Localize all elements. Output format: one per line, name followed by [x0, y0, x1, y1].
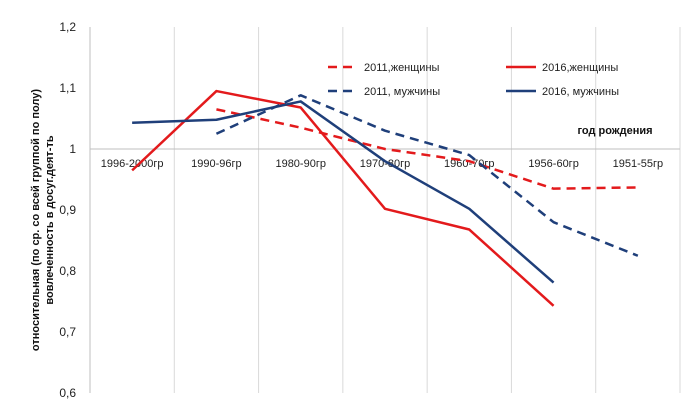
series-layer [131, 89, 639, 307]
legend-label: 2016,женщины [542, 62, 618, 74]
legend-item: 2011, мужчины [328, 86, 440, 98]
legend-label: 2011,женщины [364, 62, 440, 74]
y-tick-label: 0,6 [59, 386, 76, 400]
legend-item: 2016,женщины [506, 62, 618, 74]
y-tick-label: 1 [69, 142, 76, 156]
y-tick-label: 1,2 [59, 20, 76, 34]
x-axis-title: год рождения [577, 125, 652, 137]
legend-label: 2011, мужчины [364, 86, 440, 98]
x-tick-label: 1951-55гр [613, 158, 664, 170]
y-tick-label: 1,1 [59, 81, 76, 95]
legend-label: 2016, мужчины [542, 86, 619, 98]
y-axis-title-line: относительная (по ср. со всей группой по… [30, 89, 42, 351]
legend-item: 2011,женщины [328, 62, 440, 74]
series-line [132, 100, 555, 284]
legend: 2011,женщины 2016,женщины 2011, мужчины 201… [328, 62, 619, 98]
y-axis-title-line: вовлеченность в досуг.деят-ть [44, 135, 56, 304]
y-tick-label: 0,9 [59, 203, 76, 217]
labels: год рождения относительная (по ср. со все… [30, 89, 653, 351]
x-tick-label: 1980-90гр [275, 158, 326, 170]
x-tick-label: 1956-60гр [528, 158, 579, 170]
series-line [216, 108, 638, 190]
legend-item: 2016, мужчины [506, 86, 619, 98]
x-tick-label: 1996-2000гр [101, 158, 164, 170]
x-tick-label: 1960-70гр [444, 158, 495, 170]
y-tick-label: 0,8 [59, 264, 76, 278]
grid [89, 27, 681, 393]
y-axis-title: относительная (по ср. со всей группой по… [30, 89, 56, 351]
axes: 0,6 0,7 0,8 0,9 1 1,1 1,2 1996-2000гр 1990-96гр 1… [59, 20, 680, 400]
series-line [131, 89, 555, 307]
series-line [215, 94, 639, 257]
y-tick-label: 0,7 [59, 325, 76, 339]
x-tick-label: 1990-96гр [191, 158, 242, 170]
